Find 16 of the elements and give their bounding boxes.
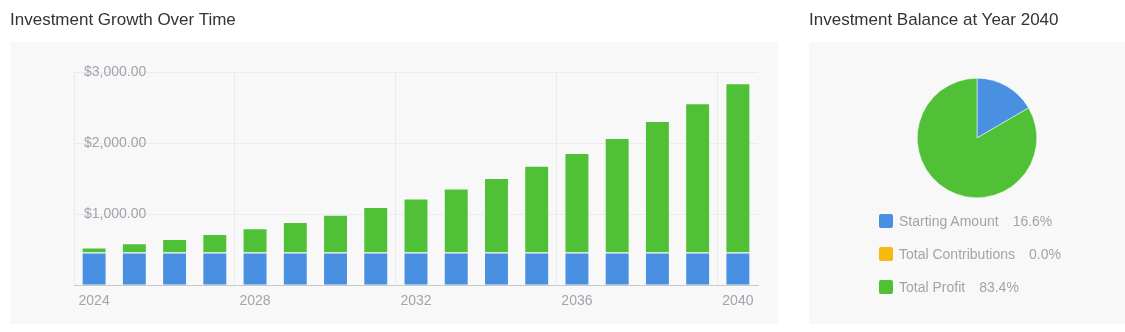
x-tick-label: 2024: [78, 292, 110, 309]
chart-title: Investment Balance at Year 2040: [809, 9, 1060, 31]
legend-label: Total Contributions: [899, 245, 1015, 262]
y-tick-label: $2,000.00: [84, 133, 147, 150]
data-label: 16.6%: [1012, 212, 1053, 229]
x-tick-label: 2028: [239, 292, 271, 309]
legend-label: Starting Amount: [899, 212, 999, 229]
legend-label: Total Profit: [899, 278, 966, 295]
x-tick-label: 2032: [400, 292, 432, 309]
text: 0.0%: [1028, 245, 1061, 262]
data-label: 83.4%: [979, 278, 1019, 295]
x-tick-label: 2036: [561, 292, 593, 309]
y-tick-label: $3,000.00: [84, 62, 147, 79]
x-tick-label: 2040: [722, 292, 754, 309]
y-tick-label: $1,000.00: [84, 204, 147, 221]
chart-title: Investment Growth Over Time: [10, 9, 237, 31]
